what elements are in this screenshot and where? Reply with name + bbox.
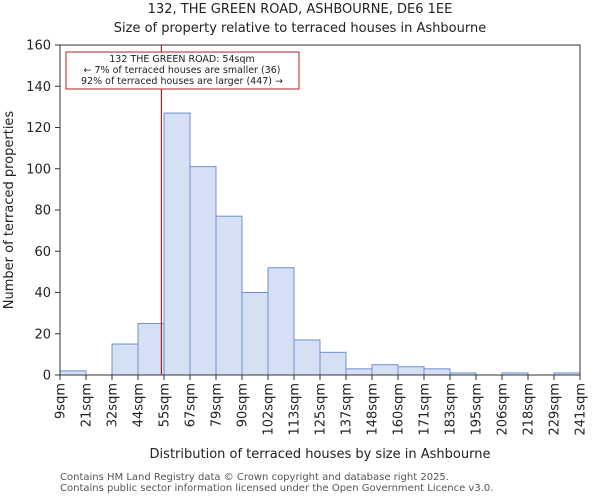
x-tick-label: 67sqm (184, 383, 199, 427)
x-tick-label: 195sqm (470, 383, 485, 436)
x-tick-label: 125sqm (314, 383, 329, 436)
chart-title: 132, THE GREEN ROAD, ASHBOURNE, DE6 1EE (147, 2, 453, 17)
y-tick-label: 100 (26, 162, 51, 177)
annotation-line: 132 THE GREEN ROAD: 54sqm (109, 54, 254, 65)
annotation-line: 92% of terraced houses are larger (447) … (81, 76, 283, 87)
y-axis-label: Number of terraced properties (2, 111, 17, 310)
x-tick-label: 55sqm (158, 383, 173, 427)
y-tick-label: 40 (34, 286, 51, 301)
y-tick-label: 60 (34, 245, 51, 260)
histogram-bar (111, 343, 139, 376)
histogram-bar (267, 267, 295, 376)
y-tick-label: 120 (26, 121, 51, 136)
x-tick-label: 241sqm (574, 383, 589, 436)
x-tick-label: 32sqm (106, 383, 121, 427)
histogram-bar (137, 322, 165, 376)
x-tick-label: 171sqm (418, 383, 433, 436)
x-tick-label: 21sqm (80, 383, 95, 427)
histogram-bar (371, 364, 399, 376)
y-tick-label: 140 (26, 80, 51, 95)
x-tick-label: 90sqm (236, 383, 251, 427)
x-tick-label: 102sqm (262, 383, 277, 436)
histogram-bar (293, 339, 321, 376)
histogram-bar (423, 368, 451, 376)
y-tick-label: 160 (26, 39, 51, 54)
chart-title-block: 132, THE GREEN ROAD, ASHBOURNE, DE6 1EE … (0, 0, 600, 38)
x-tick-label: 229sqm (548, 383, 563, 436)
histogram-bar (189, 166, 217, 376)
footer-licence: Contains public sector information licen… (60, 483, 494, 494)
x-tick-label: 44sqm (132, 383, 147, 427)
footer-copyright: Contains HM Land Registry data © Crown c… (60, 472, 449, 483)
x-tick-label: 137sqm (340, 383, 355, 436)
x-tick-label: 206sqm (496, 383, 511, 436)
chart-subtitle: Size of property relative to terraced ho… (113, 21, 487, 36)
histogram-chart: 0 20 40 60 80 100 120 140 160 9sqm 21sqm 32sqm 44sqm… (2, 39, 589, 463)
x-tick-label: 148sqm (366, 383, 381, 436)
annotation-box (65, 51, 300, 90)
attribution-footer: Contains HM Land Registry data © Crown c… (60, 472, 493, 494)
y-tick-label: 80 (34, 204, 51, 219)
histogram-bar (345, 368, 373, 376)
x-tick-label: 113sqm (288, 383, 303, 436)
histogram-bar (397, 366, 425, 376)
x-tick-label: 160sqm (392, 383, 407, 436)
annotation-line: ← 7% of terraced houses are smaller (36) (84, 65, 281, 76)
histogram-bar (241, 292, 269, 376)
x-tick-label: 218sqm (522, 383, 537, 436)
x-tick-label: 9sqm (54, 383, 69, 419)
x-axis-label: Distribution of terraced houses by size … (150, 447, 491, 462)
histogram-bar (59, 370, 87, 376)
histogram-bar (215, 215, 243, 376)
histogram-bar (163, 112, 191, 376)
y-tick-label: 20 (34, 327, 51, 342)
x-tick-label: 79sqm (210, 383, 225, 427)
histogram-bar (319, 351, 347, 376)
x-tick-label: 183sqm (444, 383, 459, 436)
y-tick-label: 0 (43, 369, 51, 384)
